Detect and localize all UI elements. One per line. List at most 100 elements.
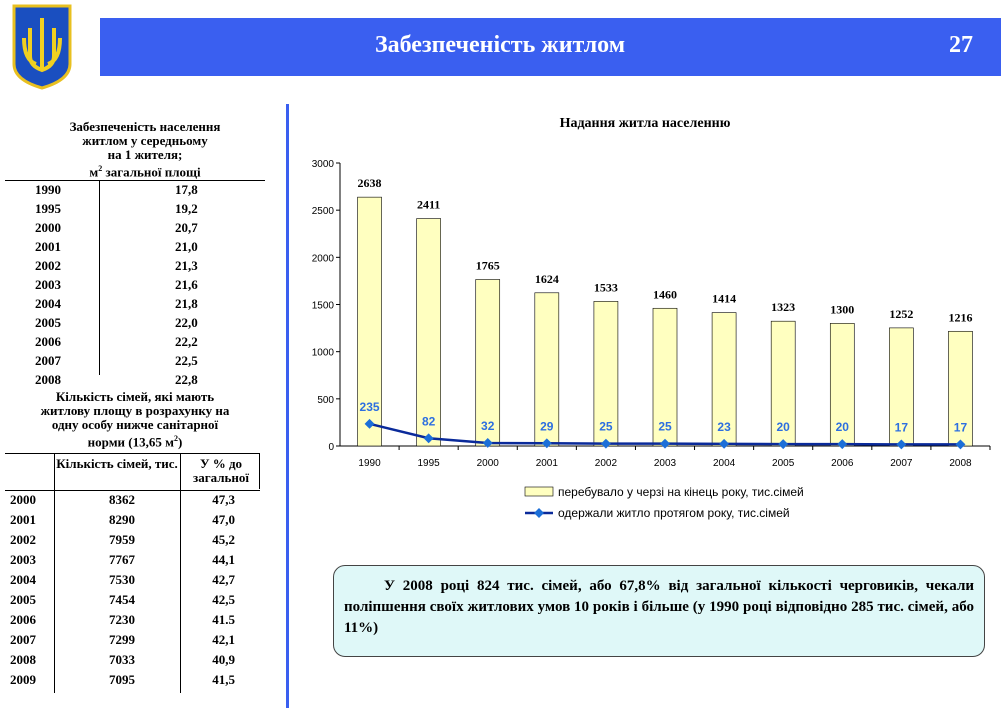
chart-title: Надання житла населенню — [560, 116, 731, 131]
bar-label: 1252 — [889, 307, 913, 321]
bar-label: 1414 — [712, 292, 736, 306]
year-cell: 2005 — [35, 315, 61, 330]
rule — [54, 453, 55, 693]
year-cell: 2009 — [10, 672, 36, 687]
point-label: 20 — [836, 420, 850, 434]
count-cell: 7530 — [109, 572, 135, 587]
count-cell: 7299 — [109, 632, 135, 647]
title-line: житлову площу в розрахунку на — [40, 403, 230, 418]
year-cell: 1995 — [35, 201, 61, 216]
bar-label: 1216 — [948, 310, 972, 324]
legend-swatch — [524, 486, 554, 497]
value-cell: 22,0 — [175, 315, 198, 330]
percent-cell: 42,1 — [212, 632, 235, 647]
marker — [541, 438, 552, 449]
year-cell: 1990 — [35, 182, 61, 197]
point-label: 23 — [717, 420, 731, 434]
percent-cell: 47,3 — [212, 492, 235, 507]
bar-label: 1533 — [594, 280, 618, 294]
value-cell: 20,7 — [175, 220, 198, 235]
year-cell: 2004 — [35, 296, 61, 311]
unit: м — [89, 164, 99, 180]
table2-title-end: норми (13,65 м2) — [5, 432, 265, 449]
title-part: норми (13,65 м — [87, 434, 174, 450]
marker — [423, 433, 434, 444]
table2-header: Кількість сімей, тис. — [56, 456, 178, 471]
count-cell: 8290 — [109, 512, 135, 527]
count-cell: 7033 — [109, 652, 135, 667]
point-label: 29 — [540, 419, 554, 433]
page-number: 27 — [949, 32, 973, 58]
bar — [534, 292, 560, 447]
marker — [837, 439, 848, 450]
unit-rest: загальної площі — [105, 164, 201, 180]
bar-label: 1765 — [476, 259, 500, 273]
x-tick-label: 2006 — [831, 458, 854, 469]
rule — [99, 181, 100, 375]
point-label: 17 — [954, 420, 968, 434]
percent-cell: 42,7 — [212, 572, 235, 587]
marker — [955, 439, 966, 450]
marker — [719, 438, 730, 449]
year-cell: 2006 — [35, 334, 61, 349]
legend-marker — [534, 508, 544, 518]
y-tick-label: 1000 — [312, 348, 335, 359]
value-cell: 21,3 — [175, 258, 198, 273]
year-cell: 2002 — [35, 258, 61, 273]
emblem — [12, 4, 72, 90]
table1-unit: м2 загальної площі — [5, 162, 285, 179]
x-tick-label: 2005 — [772, 458, 795, 469]
table1: Забезпеченість населення житлом у середнь… — [5, 120, 285, 179]
value-cell: 19,2 — [175, 201, 198, 216]
point-label: 32 — [481, 419, 495, 433]
point-label: 235 — [360, 400, 380, 414]
y-tick-label: 0 — [328, 442, 334, 453]
marker — [364, 418, 375, 429]
year-cell: 2007 — [35, 353, 61, 368]
year-cell: 2003 — [35, 277, 61, 292]
bar — [711, 312, 737, 447]
year-cell: 2006 — [10, 612, 36, 627]
marker — [896, 439, 907, 450]
marker — [600, 438, 611, 449]
marker — [482, 438, 493, 448]
point-label: 82 — [422, 414, 436, 428]
bar-label: 2411 — [417, 198, 440, 212]
title-line: на 1 жителя; — [107, 147, 183, 162]
y-tick-label: 2500 — [312, 206, 335, 217]
x-tick-label: 2008 — [949, 458, 972, 469]
rule — [180, 453, 181, 693]
year-cell: 2005 — [10, 592, 36, 607]
legend-label: перебувало у черзі на кінець року, тис.с… — [558, 485, 804, 499]
rule — [5, 453, 260, 491]
percent-cell: 41,5 — [212, 672, 235, 687]
year-cell: 2008 — [10, 652, 36, 667]
bar-label: 1300 — [830, 302, 854, 316]
value-cell: 21,0 — [175, 239, 198, 254]
value-cell: 22,8 — [175, 372, 198, 387]
x-tick-label: 1995 — [418, 458, 441, 469]
percent-cell: 40,9 — [212, 652, 235, 667]
point-label: 17 — [895, 420, 909, 434]
bar-label: 1323 — [771, 300, 795, 314]
point-label: 25 — [599, 420, 613, 434]
year-cell: 2004 — [10, 572, 36, 587]
year-cell: 2001 — [10, 512, 36, 527]
y-tick-label: 2000 — [312, 253, 335, 264]
value-cell: 21,6 — [175, 277, 198, 292]
header-title: Забезпеченість житлом — [374, 32, 626, 58]
x-tick-label: 2002 — [595, 458, 618, 469]
x-tick-label: 2000 — [477, 458, 500, 469]
rule — [5, 180, 265, 181]
chart: Надання житла населенню 0 500 1000 1500 2000… — [312, 116, 991, 520]
percent-cell: 42,5 — [212, 592, 235, 607]
x-tick-label: 2003 — [654, 458, 677, 469]
divider — [286, 104, 289, 708]
percent-cell: 45,2 — [212, 532, 235, 547]
unit-sup: 2 — [98, 164, 103, 173]
bar — [948, 330, 973, 447]
year-cell: 2003 — [10, 552, 36, 567]
bar — [416, 218, 441, 447]
x-tick-label: 1990 — [358, 458, 381, 469]
point-label: 20 — [777, 420, 791, 434]
